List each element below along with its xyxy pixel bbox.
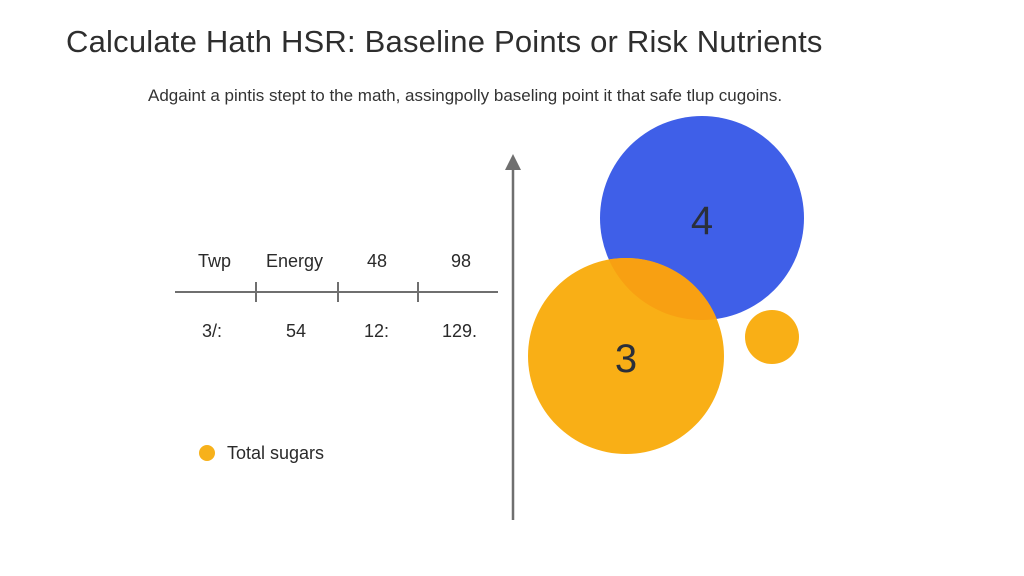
table-value-cell: 129. [442, 321, 478, 341]
blue-bubble-label: 4 [691, 199, 713, 243]
axis-arrow-icon [505, 154, 521, 170]
page-title: Calculate Hath HSR: Baseline Points or R… [66, 24, 823, 59]
vertical-axis [505, 154, 521, 520]
small-bubble [745, 310, 799, 364]
legend-label: Total sugars [227, 442, 325, 463]
table-header-cell: Twp [198, 251, 232, 271]
table-header-cell: 48 [367, 251, 388, 271]
legend-dot-icon [199, 445, 215, 461]
legend: Total sugars [199, 442, 324, 464]
table-header-cell: 98 [451, 251, 472, 271]
orange-bubble-label: 3 [615, 337, 637, 381]
table-value-cell: 12: [364, 321, 390, 341]
bubble-overlap [600, 258, 724, 320]
page-subtitle: Adgaint a pintis stept to the math, assi… [148, 86, 783, 105]
table-value-cell: 54 [286, 321, 307, 341]
table-divider [175, 282, 498, 302]
table-header-cell: Energy [266, 251, 324, 271]
table-value-cell: 3/: [202, 321, 223, 341]
